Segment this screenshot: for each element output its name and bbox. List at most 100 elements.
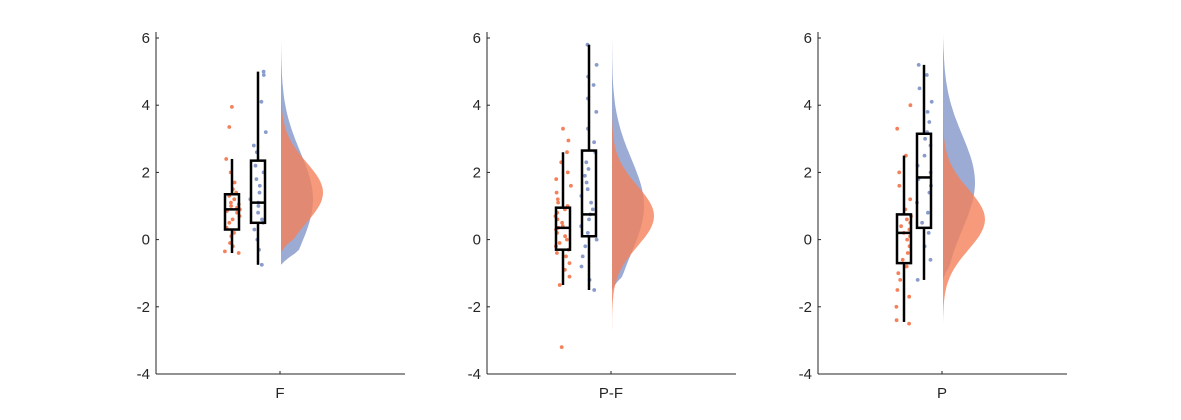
y-tick-label: -4	[799, 366, 812, 383]
y-tick-label: 4	[142, 97, 150, 114]
y-tick-label: 4	[473, 97, 481, 114]
blue-data-point	[253, 163, 258, 168]
orange-data-point	[567, 261, 572, 265]
blue-data-point	[594, 63, 599, 67]
orange-data-point	[229, 204, 234, 208]
y-tick-label: 0	[473, 232, 481, 249]
y-tick-label: -4	[137, 366, 150, 383]
blue-data-point	[585, 231, 590, 235]
orange-data-point	[555, 251, 559, 255]
orange-data-point	[900, 257, 905, 262]
orange-data-point	[908, 197, 913, 202]
blue-data-point	[923, 136, 927, 141]
orange-data-point	[565, 170, 570, 175]
x-tick-label: P-F	[599, 385, 623, 402]
y-tick-label: 2	[804, 164, 812, 181]
blue-data-point	[916, 63, 921, 67]
blue-data-point	[584, 160, 589, 165]
orange-data-point	[905, 217, 909, 222]
orange-data-point	[565, 150, 569, 155]
orange-data-point	[895, 126, 900, 131]
blue-data-point	[251, 143, 256, 148]
blue-data-point	[259, 99, 264, 104]
orange-data-point	[899, 224, 903, 229]
blue-data-point	[583, 244, 588, 249]
blue-data-point	[257, 183, 262, 188]
orange-data-point	[232, 197, 237, 202]
y-tick-label: -2	[137, 299, 150, 316]
orange-data-point	[556, 200, 560, 205]
blue-box	[915, 132, 933, 230]
blue-data-point	[929, 99, 934, 104]
orange-data-point	[563, 234, 567, 239]
orange-data-point	[567, 274, 572, 279]
y-tick-label: 2	[142, 164, 150, 181]
y-tick-label: 6	[804, 30, 812, 47]
y-tick-label: 0	[804, 232, 812, 249]
blue-data-point	[594, 237, 599, 242]
blue-data-point	[922, 153, 927, 158]
y-tick-label: 2	[473, 164, 481, 181]
orange-data-point	[236, 251, 241, 255]
blue-data-point	[254, 177, 259, 182]
blue-data-point	[592, 140, 596, 145]
orange-data-point	[229, 200, 233, 205]
blue-data-point	[580, 254, 585, 259]
orange-data-point	[555, 197, 560, 202]
blue-data-point	[585, 187, 590, 192]
orange-data-point	[898, 278, 903, 282]
blue-data-point	[584, 180, 589, 185]
orange-data-point	[224, 157, 229, 161]
blue-data-point	[256, 204, 261, 208]
blue-data-point	[924, 73, 929, 77]
orange-box	[223, 192, 241, 231]
blue-data-point	[928, 257, 933, 262]
orange-data-point	[904, 264, 909, 269]
x-tick-label: F	[275, 385, 284, 402]
orange-data-point	[227, 125, 232, 129]
panel-p-f: -4 -2 0 2 4 6 P-F	[468, 30, 736, 402]
y-tick-label: -2	[468, 299, 481, 316]
blue-data-point	[252, 227, 257, 232]
y-tick-label: -2	[799, 299, 812, 316]
blue-data-point	[594, 110, 599, 114]
orange-data-point	[554, 190, 559, 195]
y-tick-label: -4	[468, 366, 481, 383]
blue-box	[249, 159, 267, 225]
y-tick-label: 6	[473, 30, 481, 47]
y-tick-label: 4	[804, 97, 812, 114]
blue-data-point	[926, 210, 930, 215]
orange-density-cloud	[281, 75, 323, 253]
x-tick-label: P	[937, 385, 947, 402]
blue-data-point	[583, 173, 587, 178]
orange-data-point	[907, 321, 911, 326]
orange-data-point	[561, 126, 565, 131]
panel-p: -4 -2 0 2 4 6 P	[799, 30, 1067, 402]
orange-data-point	[905, 251, 910, 255]
orange-density-cloud	[612, 101, 654, 348]
blue-data-point	[589, 200, 593, 205]
orange-data-point	[223, 249, 227, 254]
blue-data-point	[259, 262, 264, 267]
blue-data-point	[586, 167, 591, 171]
orange-data-point	[557, 283, 562, 287]
orange-data-point	[564, 254, 568, 259]
blue-data-point	[587, 217, 591, 222]
orange-data-point	[559, 345, 564, 349]
y-tick-label: 6	[142, 30, 150, 47]
blue-box	[580, 149, 598, 238]
orange-data-point	[569, 183, 573, 188]
orange-data-point	[566, 138, 571, 143]
orange-data-point	[560, 220, 564, 225]
orange-data-point	[905, 237, 910, 242]
orange-data-point	[230, 105, 234, 109]
orange-data-point	[894, 304, 899, 309]
orange-data-point	[554, 177, 559, 182]
blue-data-point	[920, 220, 924, 225]
orange-data-point	[230, 217, 235, 222]
orange-data-point	[908, 103, 913, 108]
orange-data-point	[895, 288, 900, 292]
orange-data-point	[897, 183, 902, 188]
orange-data-point	[565, 237, 569, 242]
